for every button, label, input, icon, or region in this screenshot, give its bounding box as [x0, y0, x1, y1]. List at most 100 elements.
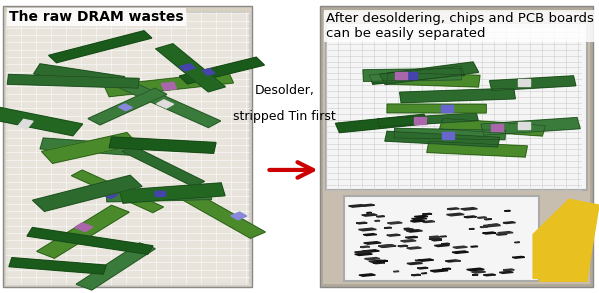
Polygon shape — [374, 220, 380, 221]
Polygon shape — [386, 72, 480, 87]
Polygon shape — [498, 231, 513, 234]
Polygon shape — [394, 128, 506, 140]
Polygon shape — [103, 192, 117, 199]
Polygon shape — [515, 242, 520, 243]
Polygon shape — [7, 74, 139, 88]
Polygon shape — [76, 243, 155, 290]
Polygon shape — [446, 213, 464, 216]
Polygon shape — [155, 191, 166, 197]
Polygon shape — [412, 274, 421, 276]
Polygon shape — [503, 222, 515, 224]
Polygon shape — [156, 100, 174, 108]
Polygon shape — [412, 217, 427, 220]
Polygon shape — [415, 260, 421, 261]
Polygon shape — [504, 210, 510, 211]
FancyBboxPatch shape — [326, 23, 587, 190]
Polygon shape — [356, 222, 367, 224]
Polygon shape — [364, 242, 381, 244]
Polygon shape — [363, 69, 461, 81]
Polygon shape — [447, 208, 459, 209]
Polygon shape — [453, 246, 467, 248]
Polygon shape — [441, 105, 453, 112]
Polygon shape — [180, 64, 195, 71]
Polygon shape — [37, 205, 129, 258]
Polygon shape — [499, 271, 513, 273]
FancyBboxPatch shape — [320, 6, 593, 287]
Polygon shape — [496, 234, 507, 235]
Polygon shape — [387, 222, 403, 224]
Polygon shape — [335, 114, 428, 133]
Polygon shape — [379, 245, 395, 247]
Polygon shape — [518, 122, 530, 129]
Polygon shape — [42, 132, 138, 163]
Polygon shape — [512, 256, 525, 258]
Polygon shape — [373, 262, 385, 264]
Polygon shape — [384, 227, 392, 228]
Polygon shape — [71, 170, 164, 213]
Polygon shape — [27, 228, 153, 254]
Polygon shape — [400, 88, 515, 103]
Polygon shape — [442, 132, 454, 139]
Polygon shape — [361, 204, 374, 206]
Polygon shape — [358, 228, 376, 231]
Polygon shape — [369, 260, 385, 263]
Polygon shape — [432, 239, 442, 241]
Polygon shape — [452, 251, 468, 253]
Polygon shape — [484, 219, 492, 220]
Polygon shape — [533, 199, 599, 278]
FancyBboxPatch shape — [6, 12, 249, 284]
Polygon shape — [422, 273, 427, 274]
Polygon shape — [109, 137, 216, 153]
Polygon shape — [106, 191, 211, 202]
Polygon shape — [503, 269, 515, 271]
Polygon shape — [445, 260, 459, 262]
Polygon shape — [364, 258, 380, 260]
Polygon shape — [385, 131, 500, 147]
Polygon shape — [481, 117, 580, 135]
Polygon shape — [422, 221, 435, 222]
Polygon shape — [179, 57, 264, 84]
Polygon shape — [417, 267, 428, 269]
Polygon shape — [404, 228, 410, 229]
Polygon shape — [418, 259, 434, 261]
Polygon shape — [434, 244, 449, 247]
Polygon shape — [483, 274, 495, 276]
Polygon shape — [429, 236, 440, 238]
Polygon shape — [471, 246, 478, 247]
Polygon shape — [406, 71, 418, 79]
Polygon shape — [119, 183, 225, 203]
Polygon shape — [406, 236, 418, 238]
Polygon shape — [359, 274, 376, 276]
Text: The raw DRAM wastes: The raw DRAM wastes — [9, 10, 184, 24]
Polygon shape — [161, 82, 177, 90]
Polygon shape — [483, 224, 501, 227]
Polygon shape — [364, 234, 377, 236]
Polygon shape — [387, 104, 486, 113]
Polygon shape — [518, 79, 530, 86]
Polygon shape — [491, 124, 503, 131]
Polygon shape — [0, 105, 83, 136]
Polygon shape — [394, 271, 399, 272]
Polygon shape — [415, 117, 426, 124]
Polygon shape — [395, 72, 407, 79]
Polygon shape — [377, 113, 478, 127]
Polygon shape — [362, 250, 379, 252]
Polygon shape — [398, 245, 408, 247]
Polygon shape — [122, 146, 204, 187]
Text: After desoldering, chips and PCB boards
can be easily separated: After desoldering, chips and PCB boards … — [326, 12, 594, 40]
Polygon shape — [202, 69, 215, 75]
Polygon shape — [111, 78, 220, 127]
Polygon shape — [539, 220, 593, 281]
Polygon shape — [387, 234, 400, 236]
FancyBboxPatch shape — [344, 196, 539, 281]
Polygon shape — [369, 66, 465, 84]
Polygon shape — [377, 260, 388, 262]
Text: stripped Tin first: stripped Tin first — [233, 110, 336, 123]
Polygon shape — [441, 243, 450, 244]
Polygon shape — [442, 268, 451, 270]
Polygon shape — [401, 240, 416, 242]
Polygon shape — [480, 226, 488, 228]
Polygon shape — [422, 213, 432, 215]
Polygon shape — [355, 253, 373, 255]
Polygon shape — [179, 192, 265, 238]
